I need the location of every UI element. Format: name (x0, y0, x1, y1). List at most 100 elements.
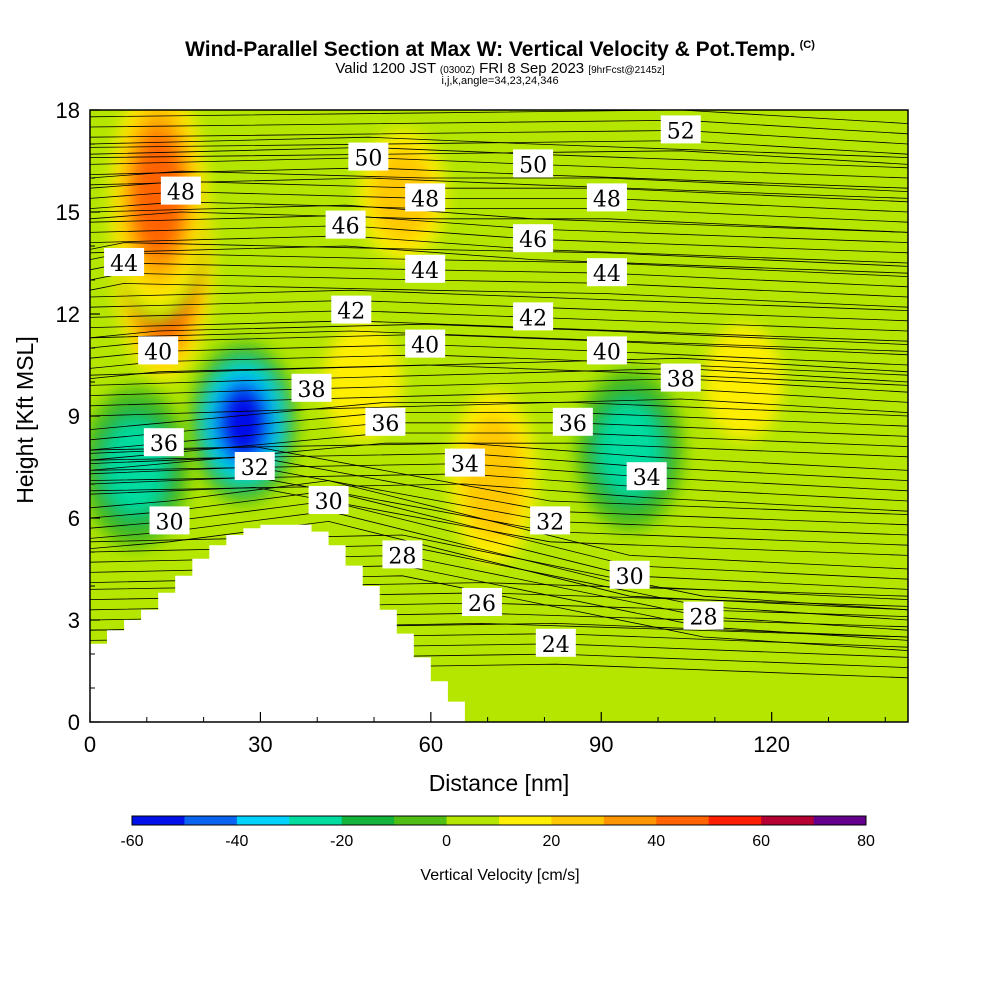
theta-contour-label: 38 (660, 363, 701, 393)
contour-label-text: 38 (667, 368, 695, 393)
theta-line (90, 402, 908, 430)
y-tick-label: 15 (56, 200, 80, 225)
theta-line (90, 357, 908, 376)
theta-line (90, 204, 908, 233)
theta-line (90, 310, 908, 332)
contour-label-text: 34 (633, 466, 661, 491)
contour-label-text: 32 (241, 456, 269, 481)
theta-line (90, 235, 908, 264)
contour-label-background (461, 588, 502, 616)
theta-line (90, 299, 908, 322)
contour-label-text: 46 (519, 228, 547, 253)
theta-line (90, 442, 908, 471)
contour-label-background (530, 506, 571, 535)
colorbar-swatch (656, 816, 710, 825)
theta-contour-label: 36 (365, 407, 406, 437)
contour-label-text: 48 (167, 181, 195, 206)
x-tick-label: 120 (753, 732, 790, 757)
contour-label-text: 34 (451, 453, 479, 478)
contour-label-background (586, 183, 627, 212)
contour-label-background (405, 254, 446, 283)
theta-line (90, 150, 908, 165)
theta-line (90, 367, 908, 386)
theta-line (90, 282, 908, 308)
contour-label-background (234, 452, 275, 480)
theta-line (90, 364, 908, 386)
contour-label-text: 24 (542, 633, 570, 658)
contour-label-background (660, 115, 701, 144)
y-tick-label: 9 (68, 404, 80, 429)
contour-label-background (626, 462, 667, 491)
theta-line (90, 289, 908, 311)
y-tick-label: 12 (56, 302, 80, 327)
theta-contour-label: 42 (513, 302, 554, 331)
colorbar-swatch (813, 816, 867, 825)
contour-label-background (552, 407, 593, 436)
contour-label-background (513, 224, 554, 253)
colorbar-tick-label: -60 (120, 833, 143, 850)
theta-contour-label: 40 (405, 329, 446, 359)
contour-label-background (586, 336, 627, 365)
contour-label-background (348, 142, 389, 171)
terrain-mask (90, 524, 465, 722)
theta-line (90, 320, 908, 342)
colorbar-swatch (132, 816, 185, 825)
colorbar-tick-label: 60 (752, 833, 770, 850)
theta-contour-label: 28 (382, 540, 423, 569)
contour-label-text: 40 (593, 340, 621, 365)
theta-line (90, 473, 908, 502)
theta-line (90, 442, 908, 471)
theta-line (90, 456, 908, 526)
contour-label-text: 42 (337, 300, 365, 325)
theta-line (90, 211, 908, 233)
y-tick-label: 6 (68, 506, 80, 531)
contour-label-text: 48 (411, 187, 439, 212)
contour-label-background (160, 176, 201, 205)
contour-label-text: 26 (468, 592, 496, 617)
plot-area: 52 50 50 48 48 48 46 46 44 44 44 42 42 40 40 40 38 38 36 36… (90, 110, 908, 722)
theta-contour-label: 24 (535, 628, 576, 658)
contour-label-background (405, 183, 446, 212)
theta-line (90, 466, 908, 536)
theta-contour-label: 50 (348, 142, 389, 172)
colorbar-tick-label: -20 (330, 833, 353, 850)
contour-label-text: 30 (156, 510, 184, 535)
colorbar-swatch (551, 816, 605, 825)
theta-line (90, 323, 908, 345)
contour-label-text: 42 (519, 306, 547, 331)
theta-line (90, 146, 908, 169)
theta-contour-label: 36 (143, 428, 184, 457)
x-axis: 0 30 60 90 120 (84, 712, 886, 757)
subtitle-forecast: [9hrFcst@2145z] (588, 65, 665, 76)
theta-line (90, 378, 908, 396)
velocity-band (220, 387, 267, 458)
theta-line (90, 157, 908, 179)
theta-contour-label: 40 (138, 336, 179, 365)
colorbar-swatch (236, 816, 290, 825)
colorbar-label: Vertical Velocity [cm/s] (420, 867, 579, 884)
theta-line (90, 398, 908, 417)
theta-contour-label: 36 (552, 407, 593, 437)
theta-contour-label: 34 (626, 462, 667, 491)
subtitle-utc: (0300Z) (439, 65, 475, 76)
colorbar-swatch (289, 816, 343, 825)
contour-label-text: 40 (411, 334, 439, 359)
colorbar-swatch (394, 816, 448, 825)
colorbar-tick-label: -40 (225, 833, 248, 850)
contour-label-background (609, 560, 650, 589)
theta-contour-label: 48 (586, 183, 627, 212)
contour-label-text: 46 (332, 215, 360, 240)
theta-contour-label: 48 (160, 176, 201, 206)
colorbar-swatch (499, 816, 552, 825)
contour-label-background (331, 295, 372, 324)
theta-contour-label: 48 (405, 183, 446, 212)
colorbar: -60 -40 -20 0 20 40 60 80 (120, 815, 875, 850)
contour-label-background (513, 149, 554, 178)
contour-label-background (138, 336, 179, 365)
colorbar-tick-label: 40 (647, 833, 665, 850)
contour-label-background (143, 428, 184, 457)
colorbar-swatch (603, 816, 657, 825)
contour-label-background (365, 407, 406, 436)
